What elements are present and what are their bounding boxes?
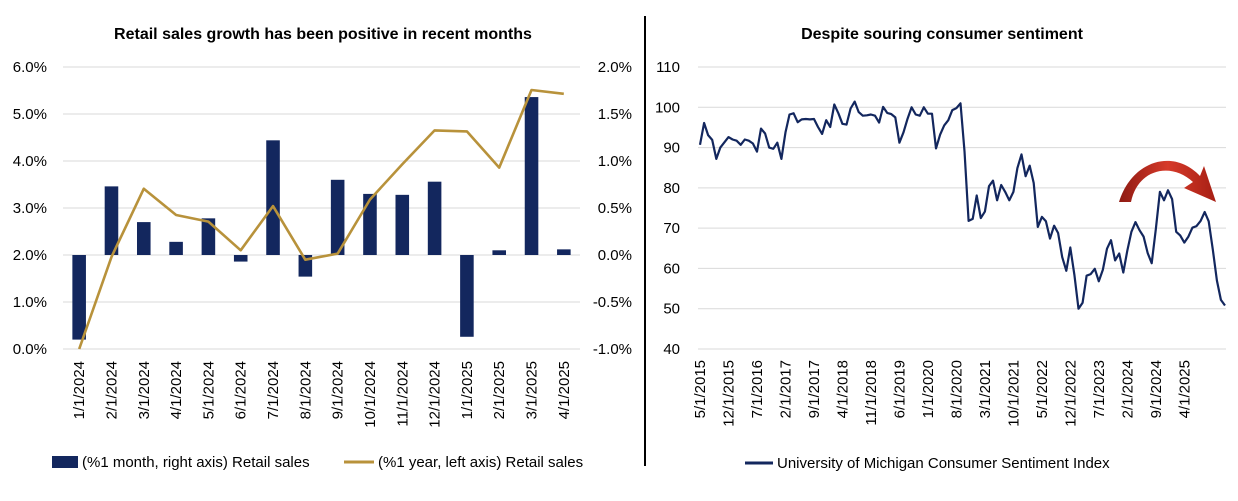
legend-line-label: (%1 year, left axis) Retail sales — [378, 454, 583, 471]
legend-sentiment-label: University of Michigan Consumer Sentimen… — [777, 455, 1110, 472]
right-y-tick-label: 0.0% — [598, 247, 632, 264]
retail-sales-chart: Retail sales growth has been positive in… — [13, 26, 632, 471]
sentiment-x-tick-label: 9/1/2017 — [806, 360, 823, 418]
monthly-bar — [169, 241, 183, 255]
left-y-tick-label: 6.0% — [13, 59, 47, 76]
sentiment-x-tick-label: 7/1/2016 — [749, 360, 766, 418]
x-tick-label: 1/1/2025 — [459, 361, 476, 419]
yearly-growth-line — [77, 88, 564, 350]
sentiment-x-tick-label: 4/1/2018 — [834, 360, 851, 418]
monthly-bar — [266, 140, 280, 255]
right-y-tick-label: 2.0% — [598, 59, 632, 76]
sentiment-y-tick-label: 40 — [663, 341, 680, 358]
x-tick-label: 8/1/2024 — [297, 361, 314, 419]
sentiment-y-tick-label: 60 — [663, 260, 680, 277]
monthly-bar — [298, 255, 313, 277]
right-y-tick-label: 1.0% — [598, 153, 632, 170]
yearly-line — [77, 88, 564, 350]
sentiment-y-axis: 40 50 60 70 80 90 100 110 — [655, 59, 680, 358]
left-y-axis: 0.0% 1.0% 2.0% 3.0% 4.0% 5.0% 6.0% — [13, 59, 47, 358]
x-tick-label: 11/1/2024 — [394, 361, 411, 427]
sentiment-x-tick-label: 6/1/2019 — [891, 360, 908, 418]
sentiment-y-tick-label: 110 — [656, 59, 680, 76]
x-tick-label: 7/1/2024 — [265, 361, 282, 419]
left-gridlines — [63, 66, 580, 350]
left-y-tick-label: 4.0% — [13, 153, 47, 170]
monthly-bar — [395, 194, 410, 255]
left-chart-title: Retail sales growth has been positive in… — [114, 26, 532, 43]
sentiment-chart: Despite souring consumer sentiment 40 50 6… — [655, 26, 1226, 472]
right-gridlines — [698, 66, 1226, 350]
sentiment-x-tick-label: 5/1/2022 — [1034, 360, 1051, 418]
sentiment-x-tick-label: 2/1/2017 — [777, 360, 794, 418]
sentiment-index-line — [698, 100, 1226, 310]
right-y-tick-label: 0.5% — [598, 200, 632, 217]
right-y-tick-label: -1.0% — [593, 341, 632, 358]
monthly-bar — [233, 255, 248, 262]
monthly-bar — [72, 255, 86, 340]
sentiment-x-tick-label: 1/1/2020 — [920, 360, 937, 418]
x-tick-label: 9/1/2024 — [330, 361, 347, 419]
left-y-tick-label: 5.0% — [13, 106, 47, 123]
left-y-tick-label: 3.0% — [13, 200, 47, 217]
x-tick-label: 3/1/2024 — [136, 361, 153, 419]
right-y-tick-label: 1.5% — [598, 106, 632, 123]
sentiment-x-axis: 5/1/2015 12/1/2015 7/1/2016 2/1/2017 9/1/201… — [692, 360, 1193, 427]
left-y-tick-label: 0.0% — [13, 341, 47, 358]
x-tick-label: 2/1/2024 — [103, 361, 120, 419]
x-tick-label: 1/1/2024 — [71, 361, 88, 419]
left-legend: (%1 month, right axis) Retail sales (%1 … — [52, 454, 583, 471]
sentiment-line — [698, 100, 1226, 310]
sentiment-x-tick-label: 12/1/2022 — [1062, 360, 1079, 427]
x-tick-label: 3/1/2025 — [524, 361, 541, 419]
sentiment-x-tick-label: 12/1/2015 — [720, 360, 737, 427]
legend-bar-label: (%1 month, right axis) Retail sales — [82, 454, 310, 471]
sentiment-y-tick-label: 70 — [663, 220, 680, 237]
right-y-tick-label: -0.5% — [593, 294, 632, 311]
sentiment-y-tick-label: 100 — [655, 99, 680, 116]
sentiment-x-tick-label: 3/1/2021 — [977, 360, 994, 418]
sentiment-x-tick-label: 7/1/2023 — [1091, 360, 1108, 418]
sentiment-y-tick-label: 80 — [663, 180, 680, 197]
monthly-bar — [492, 250, 507, 255]
monthly-bar — [557, 249, 571, 255]
left-y-tick-label: 1.0% — [13, 294, 47, 311]
x-tick-label: 5/1/2024 — [200, 361, 217, 419]
sentiment-x-tick-label: 4/1/2025 — [1176, 360, 1193, 418]
sentiment-x-tick-label: 11/1/2018 — [863, 360, 880, 426]
x-tick-label: 6/1/2024 — [233, 361, 250, 419]
monthly-bar — [363, 193, 377, 255]
monthly-bar — [460, 255, 474, 337]
monthly-bar — [201, 218, 216, 255]
x-tick-label: 12/1/2024 — [427, 361, 444, 428]
x-tick-label: 10/1/2024 — [362, 361, 379, 428]
x-tick-label: 4/1/2024 — [168, 361, 185, 419]
sentiment-y-tick-label: 50 — [663, 301, 680, 318]
legend-bar-swatch — [52, 456, 78, 468]
x-tick-label: 2/1/2025 — [491, 361, 508, 419]
left-y-tick-label: 2.0% — [13, 247, 47, 264]
sentiment-x-tick-label: 9/1/2024 — [1148, 360, 1165, 418]
right-legend: University of Michigan Consumer Sentimen… — [745, 455, 1110, 472]
sentiment-x-tick-label: 8/1/2020 — [948, 360, 965, 418]
sentiment-x-tick-label: 5/1/2015 — [692, 360, 709, 418]
monthly-bar — [524, 97, 539, 255]
monthly-bar — [136, 222, 151, 255]
sentiment-x-tick-label: 2/1/2024 — [1119, 360, 1136, 418]
monthly-bar — [427, 181, 442, 255]
monthly-bars — [72, 97, 571, 340]
monthly-bar — [330, 179, 345, 255]
left-x-axis: 1/1/2024 2/1/2024 3/1/2024 4/1/2024 5/1/2024… — [71, 361, 573, 428]
curved-arrow-icon — [1119, 160, 1216, 202]
sentiment-x-tick-label: 10/1/2021 — [1005, 360, 1022, 427]
x-tick-label: 4/1/2025 — [556, 361, 573, 419]
sentiment-y-tick-label: 90 — [663, 140, 680, 157]
right-y-axis: -1.0% -0.5% 0.0% 0.5% 1.0% 1.5% 2.0% — [593, 59, 632, 358]
monthly-bar — [104, 186, 119, 255]
right-chart-title: Despite souring consumer sentiment — [801, 26, 1084, 43]
